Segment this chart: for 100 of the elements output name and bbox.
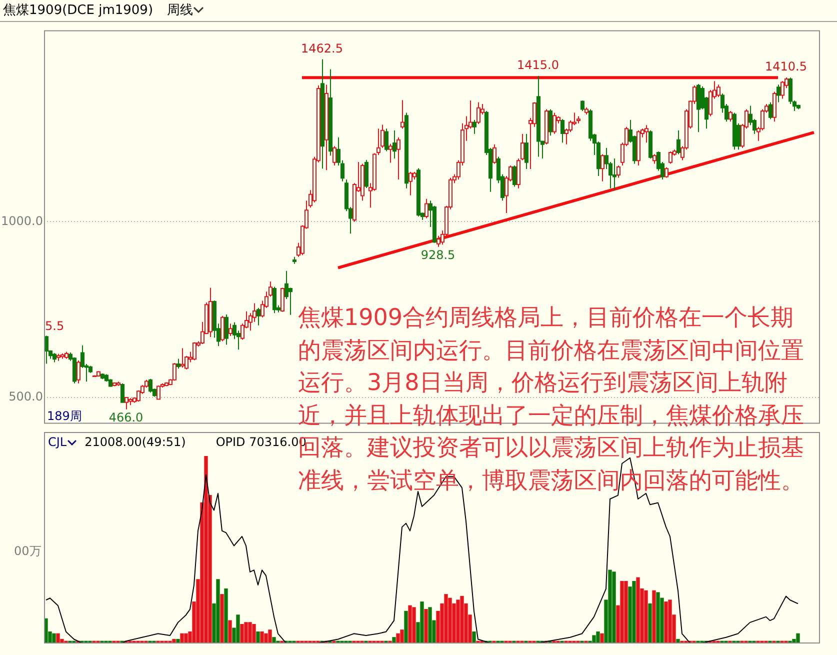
bar: [664, 602, 668, 643]
annotation: 1415.0: [517, 58, 559, 72]
candlestick: [644, 124, 648, 144]
candlestick: [112, 382, 116, 387]
candlestick: [664, 166, 668, 178]
bar: [644, 590, 648, 643]
bar: [392, 637, 396, 643]
candlestick: [552, 112, 556, 134]
candlestick: [396, 136, 400, 180]
candlestick: [272, 286, 276, 314]
bar: [668, 600, 672, 643]
candlestick: [328, 68, 332, 156]
candlestick: [64, 351, 68, 360]
candlestick: [668, 150, 672, 164]
candlestick: [100, 373, 104, 380]
bar: [400, 630, 404, 643]
candlestick: [224, 314, 228, 346]
candlestick: [256, 307, 260, 326]
candlestick: [364, 159, 368, 188]
y-tick-label: 500.0: [8, 390, 43, 404]
candlestick: [404, 112, 408, 189]
bar: [796, 633, 800, 643]
bar: [592, 635, 596, 643]
candlestick: [476, 102, 480, 125]
candlestick: [360, 163, 364, 202]
bar: [608, 570, 612, 643]
bar: [408, 605, 412, 643]
text: 00万: [14, 543, 42, 560]
candlestick: [636, 130, 640, 166]
candlestick: [148, 378, 152, 394]
candlestick: [220, 315, 224, 342]
candlestick: [392, 130, 396, 159]
bar: [620, 580, 624, 643]
candlestick: [728, 110, 732, 122]
candlestick: [616, 165, 620, 178]
candlestick: [192, 342, 196, 361]
bar: [224, 588, 228, 643]
candlestick: [44, 335, 48, 364]
candlestick: [544, 108, 548, 145]
candlestick: [60, 353, 64, 360]
candlestick: [648, 130, 652, 159]
bar: [244, 622, 248, 643]
candlestick: [584, 107, 588, 116]
bar: [204, 456, 208, 643]
bar: [248, 622, 252, 643]
bar: [460, 596, 464, 643]
candlestick: [400, 100, 404, 130]
candlestick: [128, 398, 132, 406]
candlestick: [580, 100, 584, 112]
annotation: 928.5: [420, 248, 456, 262]
chart-title: 焦煤1909(DCE jm1909): [3, 3, 154, 18]
bar: [236, 614, 240, 643]
bar: [612, 572, 616, 643]
candlestick: [164, 382, 168, 387]
bar: [448, 598, 452, 643]
bar: [180, 633, 184, 643]
candlestick: [292, 256, 296, 264]
bar: [260, 631, 264, 643]
candlestick: [416, 168, 420, 217]
candlestick: [424, 198, 428, 219]
candlestick: [332, 146, 336, 166]
candlestick: [732, 112, 736, 150]
bar: [396, 633, 400, 643]
text: CJL: [48, 435, 67, 449]
candlestick: [228, 323, 232, 336]
candlestick: [176, 358, 180, 370]
candlestick: [548, 108, 552, 136]
bar: [228, 620, 232, 643]
candlestick: [172, 362, 176, 382]
candlestick: [676, 130, 680, 155]
candlestick: [492, 144, 496, 164]
candlestick: [124, 396, 128, 410]
candlestick: [560, 118, 564, 144]
candlestick: [76, 360, 80, 384]
candlestick: [116, 381, 120, 386]
bar: [264, 633, 268, 643]
candlestick: [512, 165, 516, 188]
bar: [652, 590, 656, 643]
candlestick: [716, 84, 720, 98]
candlestick: [768, 102, 772, 120]
candlestick: [384, 128, 388, 152]
bar: [444, 594, 448, 643]
bar: [184, 633, 188, 643]
bar: [656, 592, 660, 643]
candlestick: [652, 154, 656, 164]
candlestick: [696, 83, 700, 133]
bar: [632, 580, 636, 643]
candlestick: [56, 353, 60, 362]
candlestick: [796, 104, 800, 110]
candlestick: [524, 133, 528, 170]
bar: [240, 624, 244, 643]
bar: [52, 633, 56, 643]
bar: [648, 603, 652, 643]
bar: [256, 631, 260, 643]
candlestick: [52, 352, 56, 363]
candlestick: [72, 356, 76, 384]
bar: [272, 637, 276, 643]
candlestick: [92, 374, 96, 378]
bar: [412, 607, 416, 643]
bar: [636, 577, 640, 643]
